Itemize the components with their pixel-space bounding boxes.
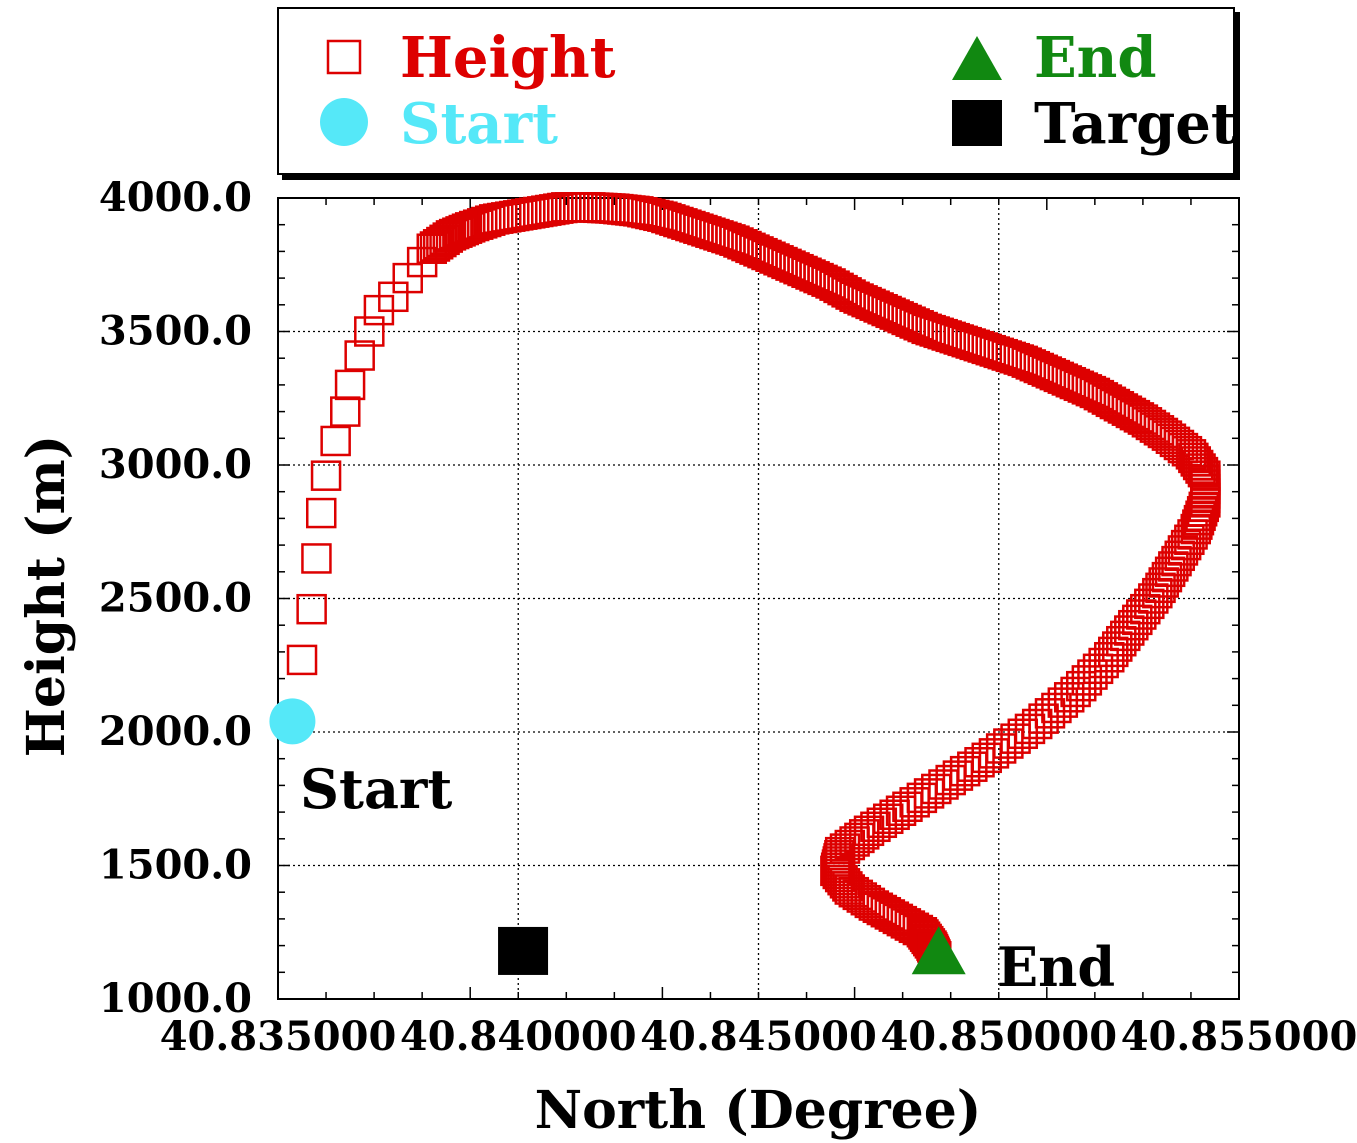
x-tick-labels: 40.835000 40.840000 40.845000 40.850000 40.8…: [160, 1013, 1357, 1060]
x-tick-label: 40.845000: [640, 1013, 877, 1060]
annotation-end: End: [997, 935, 1115, 999]
height-point: [1118, 609, 1149, 641]
height-point: [1130, 593, 1161, 625]
y-tick-label: 4000.0: [99, 174, 252, 221]
x-tick-label: 40.855000: [1121, 1013, 1357, 1060]
height-point: [1088, 647, 1119, 679]
y-tick-label: 2500.0: [99, 575, 252, 622]
height-point: [1106, 625, 1137, 657]
height-point: [1071, 665, 1103, 696]
height-point: [1122, 604, 1153, 636]
legend-target-marker: [952, 100, 1002, 146]
height-point: [1187, 456, 1219, 488]
height-point: [354, 316, 385, 347]
plot-frame: [277, 197, 1240, 1000]
height-point: [320, 425, 351, 457]
height-point: [344, 340, 375, 371]
height-point: [1077, 659, 1108, 690]
height-point: [1151, 420, 1183, 451]
y-tick-labels: 1000.0 1500.0 2000.0 2500.0 3000.0 3500.0 4000…: [99, 174, 252, 1022]
height-point: [286, 644, 318, 676]
legend-start-label: Start: [400, 91, 558, 157]
y-tick-label: 2000.0: [99, 708, 252, 755]
legend-start-marker: [320, 98, 368, 146]
height-point: [1094, 641, 1125, 673]
series-height: [286, 192, 1221, 972]
height-point: [1138, 583, 1169, 614]
height-point: [1159, 426, 1191, 458]
height-point: [1114, 615, 1145, 646]
end-point: [911, 926, 966, 975]
height-point: [1082, 653, 1114, 685]
height-point: [305, 497, 337, 529]
height-point: [1142, 577, 1173, 609]
height-point: [1155, 423, 1187, 454]
series-markers: [269, 698, 966, 975]
legend-end-marker: [952, 36, 1002, 80]
y-axis-title: Height (m): [16, 435, 77, 758]
height-point: [1065, 670, 1097, 702]
height-point: [330, 396, 361, 427]
grid: [278, 198, 1239, 999]
legend-box: [277, 7, 1235, 175]
start-point: [269, 698, 316, 745]
x-axis-title: North (Degree): [535, 1080, 982, 1141]
height-point: [822, 858, 854, 890]
height-point: [310, 460, 342, 491]
legend-target-label: Target: [1034, 91, 1237, 157]
x-tick-label: 40.850000: [880, 1013, 1117, 1060]
x-tick-label: 40.840000: [400, 1013, 637, 1060]
height-point: [301, 543, 332, 574]
y-tick-label: 1500.0: [99, 842, 252, 889]
height-point: [296, 593, 327, 625]
height-point: [1134, 588, 1165, 620]
height-point: [1126, 599, 1157, 630]
x-tick-label: 40.835000: [160, 1013, 397, 1060]
y-tick-label: 1000.0: [99, 975, 252, 1022]
y-tick-label: 3500.0: [99, 308, 252, 355]
target-point: [498, 926, 549, 975]
height-point: [1185, 453, 1216, 484]
legend-height-marker: [326, 39, 362, 75]
height-point: [1110, 620, 1141, 652]
annotation-start: Start: [300, 757, 452, 821]
legend: Height Start End Target: [277, 7, 1240, 180]
height-point: [334, 369, 366, 401]
legend-height-label: Height: [400, 25, 616, 91]
legend-end-label: End: [1034, 25, 1157, 91]
y-tick-label: 3000.0: [99, 441, 252, 488]
